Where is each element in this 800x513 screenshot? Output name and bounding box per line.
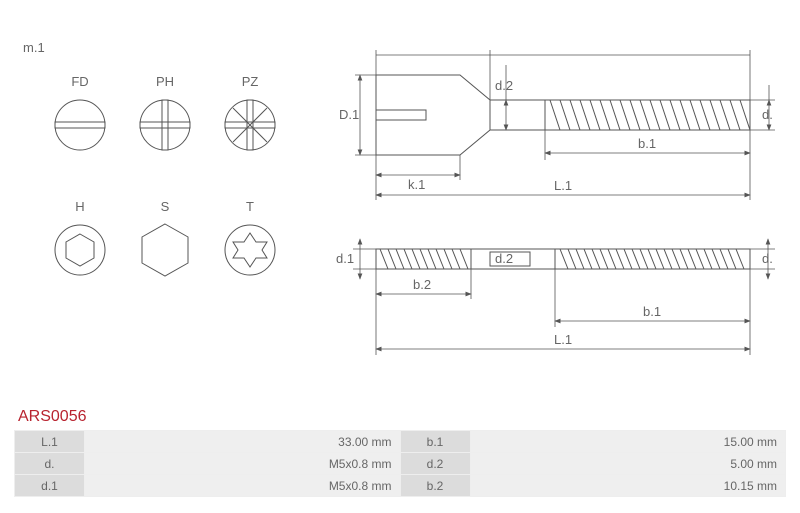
cell-key: d.2 <box>400 453 470 475</box>
h-label: H <box>75 199 84 214</box>
cell-key: b.1 <box>400 431 470 453</box>
cell-value: M5x0.8 mm <box>85 475 401 497</box>
hex-external-drive-icon <box>142 224 188 276</box>
pz-label: PZ <box>242 74 259 89</box>
cell-key: L.1 <box>15 431 85 453</box>
cell-key: d.1 <box>15 475 85 497</box>
dim-b1-stud: b.1 <box>643 304 661 319</box>
dim-d2-stud: d.2 <box>495 251 513 266</box>
cell-key: d. <box>15 453 85 475</box>
screw-diagram: D.1 d.2 d. b.1 k.1 L.1 <box>335 30 785 210</box>
dim-L1-screw: L.1 <box>554 178 572 193</box>
dim-L1-stud: L.1 <box>554 332 572 347</box>
fd-label: FD <box>71 74 88 89</box>
dim-d-stud: d. <box>762 251 773 266</box>
cell-value: 15.00 mm <box>470 431 786 453</box>
ph-label: PH <box>156 74 174 89</box>
flat-drive-icon <box>55 100 105 150</box>
dim-D1: D.1 <box>339 107 359 122</box>
dim-d-screw: d. <box>762 107 773 122</box>
dim-b2-stud: b.2 <box>413 277 431 292</box>
table-row: d.1 M5x0.8 mm b.2 10.15 mm <box>15 475 786 497</box>
spec-table: L.1 33.00 mm b.1 15.00 mm d. M5x0.8 mm d… <box>14 430 786 497</box>
cell-value: 33.00 mm <box>85 431 401 453</box>
cell-value: 10.15 mm <box>470 475 786 497</box>
torx-drive-icon <box>225 225 275 275</box>
s-label: S <box>161 199 170 214</box>
t-label: T <box>246 199 254 214</box>
dim-d1-stud: d.1 <box>336 251 354 266</box>
cell-key: b.2 <box>400 475 470 497</box>
phillips-drive-icon <box>140 100 190 150</box>
cell-value: 5.00 mm <box>470 453 786 475</box>
hex-socket-drive-icon <box>55 225 105 275</box>
stud-diagram: d.1 d.2 d. b.2 b.1 L.1 <box>335 227 785 382</box>
cell-value: M5x0.8 mm <box>85 453 401 475</box>
table-row: L.1 33.00 mm b.1 15.00 mm <box>15 431 786 453</box>
drive-icons-area: FD PH PZ H S <box>0 0 310 300</box>
dim-d2-screw: d.2 <box>495 78 513 93</box>
pozidriv-drive-icon <box>225 100 275 150</box>
part-number: ARS0056 <box>18 408 87 426</box>
table-row: d. M5x0.8 mm d.2 5.00 mm <box>15 453 786 475</box>
dim-k1: k.1 <box>408 177 425 192</box>
dim-b1-screw: b.1 <box>638 136 656 151</box>
